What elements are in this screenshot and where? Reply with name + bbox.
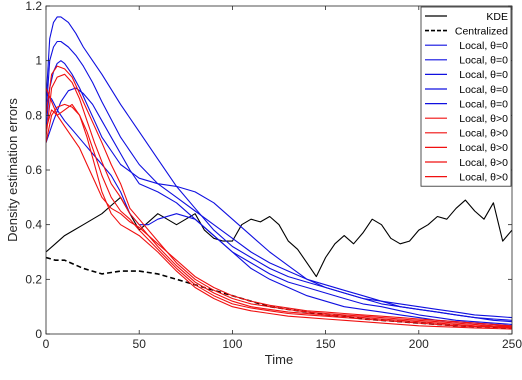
x-tick-label: 200 [409,337,429,351]
legend-entry: Centralized [455,25,508,37]
legend-entry: KDE [486,11,508,23]
legend-entry: Local, θ>0 [459,171,508,183]
legend-entry: Local, θ=0 [459,84,508,96]
series-line-6 [46,93,512,327]
x-tick-label: 0 [43,337,50,351]
legend-entry: Local, θ>0 [459,157,508,169]
legend-entry: Local, θ=0 [459,55,508,67]
series-line-11 [46,109,512,327]
series-line-7 [46,65,512,327]
series-line-4 [46,60,512,321]
y-tick-label: 0.8 [25,108,42,122]
legend-entry: Local, θ=0 [459,40,508,52]
series-line-8 [46,73,512,328]
legend-entry: Local, θ=0 [459,98,508,110]
series-line-2 [46,16,512,319]
legend-entry: Local, θ=0 [459,69,508,81]
y-tick-label: 0 [35,327,42,341]
axis-ticks: 0 50 100 150 200 250 0 0.2 0.4 0.6 0.8 1 1.2 [25,0,522,351]
plot-series [46,16,512,330]
legend: KDE Centralized Local, θ=0 Local, θ=0 Local,… [420,6,512,187]
y-tick-label: 1.2 [25,0,42,13]
x-tick-label: 150 [316,337,336,351]
legend-entry: Local, θ>0 [459,142,508,154]
y-tick-label: 1 [35,54,42,68]
legend-box [420,6,512,187]
series-line-1 [46,256,512,329]
series-line-0 [46,196,512,278]
legend-entry: Local, θ>0 [459,113,508,125]
series-line-10 [46,103,512,330]
x-tick-label: 50 [133,337,147,351]
y-tick-label: 0.6 [25,163,42,177]
y-tick-label: 0.2 [25,272,42,286]
series-line-9 [46,87,512,329]
y-tick-label: 0.4 [25,218,42,232]
y-axis-label: Density estimation errors [5,98,20,242]
x-axis-label: Time [265,352,293,367]
x-tick-label: 250 [502,337,522,351]
legend-entry: Local, θ>0 [459,128,508,140]
x-tick-label: 100 [222,337,242,351]
